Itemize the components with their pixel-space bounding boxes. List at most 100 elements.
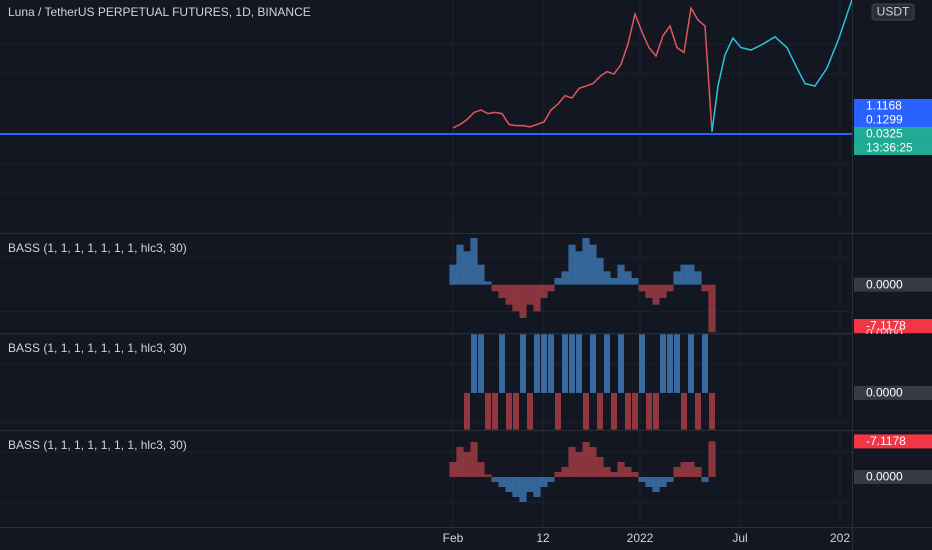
- indicator-bar: [533, 477, 541, 497]
- indicator-bar: [638, 284, 646, 292]
- indicator-bar: [540, 284, 548, 298]
- indicator-bar: [645, 477, 653, 487]
- indicator-bar: [701, 284, 709, 292]
- pane-title: BASS (1, 1, 1, 1, 1, 1, 1, hlc3, 30): [8, 241, 187, 255]
- indicator-bar: [590, 334, 596, 393]
- indicator-bar: [659, 477, 667, 487]
- value-badge-label: -7.1178: [866, 319, 906, 333]
- x-tick-label: Jul: [732, 531, 747, 545]
- indicator-bar: [463, 452, 471, 477]
- indicator-bar: [603, 467, 611, 477]
- indicator-bar: [652, 477, 660, 492]
- indicator-bar: [680, 462, 688, 477]
- x-tick-label: 202: [830, 531, 850, 545]
- indicator-bar: [554, 278, 562, 285]
- price-badge-label: 1.1168: [866, 99, 902, 113]
- price-badge-label: 13:36:25: [866, 141, 913, 155]
- currency-badge: [871, 3, 915, 21]
- price-badge: [854, 112, 932, 127]
- x-tick-label: 2022: [627, 531, 654, 545]
- indicator-bar: [695, 392, 701, 430]
- indicator-bar: [575, 251, 583, 285]
- indicator-bar: [611, 392, 617, 430]
- indicator-bar: [652, 284, 660, 305]
- indicator-bar: [519, 284, 527, 318]
- indicator-bar: [687, 264, 695, 285]
- indicator-bar: [666, 477, 674, 482]
- indicator-bar: [610, 472, 618, 477]
- indicator-bar: [632, 392, 638, 430]
- axis-column: [852, 334, 932, 430]
- indicator-bar: [485, 392, 491, 430]
- currency-label: USDT: [877, 5, 910, 19]
- value-badge-label: 0.0000: [866, 386, 903, 400]
- value-badge: [854, 470, 932, 484]
- indicator-bar: [631, 278, 639, 285]
- indicator-bar: [603, 271, 611, 285]
- indicator-bar: [582, 442, 590, 477]
- indicator-bar: [660, 334, 666, 393]
- indicator-bar: [470, 442, 478, 477]
- indicator-bar: [561, 271, 569, 285]
- indicator-bar: [533, 284, 541, 312]
- indicator-bar: [449, 462, 457, 477]
- indicator-bar: [688, 334, 694, 393]
- pane-title: BASS (1, 1, 1, 1, 1, 1, 1, hlc3, 30): [8, 438, 187, 452]
- indicator-bar: [604, 334, 610, 393]
- indicator-bar: [513, 392, 519, 430]
- price-badge: [854, 126, 932, 141]
- indicator-bar: [625, 392, 631, 430]
- indicator-bar: [624, 271, 632, 285]
- value-badge: [854, 319, 932, 333]
- indicator-bar: [673, 467, 681, 477]
- indicator-bar: [520, 334, 526, 393]
- indicator-bar: [617, 264, 625, 285]
- indicator-bar: [624, 467, 632, 477]
- indicator-bar: [589, 447, 597, 477]
- indicator-bar: [463, 251, 471, 285]
- indicator-bar: [491, 477, 499, 482]
- indicator-bar: [582, 238, 590, 285]
- indicator-bar: [471, 334, 477, 393]
- price-badge-label: 0.1299: [866, 113, 903, 127]
- indicator-bar: [618, 334, 624, 393]
- indicator-bar: [694, 467, 702, 477]
- indicator-bar: [638, 477, 646, 482]
- indicator-bar: [512, 284, 520, 312]
- value-badge: [854, 434, 932, 449]
- indicator-bar: [534, 334, 540, 393]
- indicator-bar: [687, 462, 695, 477]
- indicator-bar: [456, 244, 464, 285]
- indicator-bar: [506, 392, 512, 430]
- indicator-bar: [449, 264, 457, 285]
- indicator-bar: [540, 477, 548, 487]
- indicator-bar: [484, 474, 492, 477]
- indicator-bar: [498, 284, 506, 298]
- indicator-bar: [484, 281, 492, 285]
- indicator-bar: [569, 334, 575, 393]
- indicator-bar: [477, 462, 485, 477]
- indicator-bar: [701, 477, 709, 482]
- indicator-bar: [541, 334, 547, 393]
- indicator-bar: [547, 284, 555, 292]
- indicator-bar: [674, 334, 680, 393]
- indicator-bar: [666, 284, 674, 292]
- value-badge-label: 0.0000: [866, 277, 903, 291]
- value-badge-label: -7.1178: [866, 434, 906, 448]
- indicator-bar: [575, 452, 583, 477]
- value-badge: [854, 385, 932, 400]
- indicator-bar: [498, 477, 506, 487]
- price-line: [711, 0, 853, 132]
- indicator-bar: [702, 334, 708, 393]
- indicator-bar: [555, 392, 561, 430]
- price-badge: [854, 140, 932, 155]
- indicator-bar: [694, 271, 702, 285]
- indicator-bar: [505, 284, 513, 305]
- indicator-bar: [505, 477, 513, 492]
- indicator-bar: [617, 462, 625, 477]
- indicator-bar: [499, 334, 505, 393]
- indicator-bar: [561, 467, 569, 477]
- indicator-bar: [568, 244, 576, 285]
- indicator-bar: [527, 392, 533, 430]
